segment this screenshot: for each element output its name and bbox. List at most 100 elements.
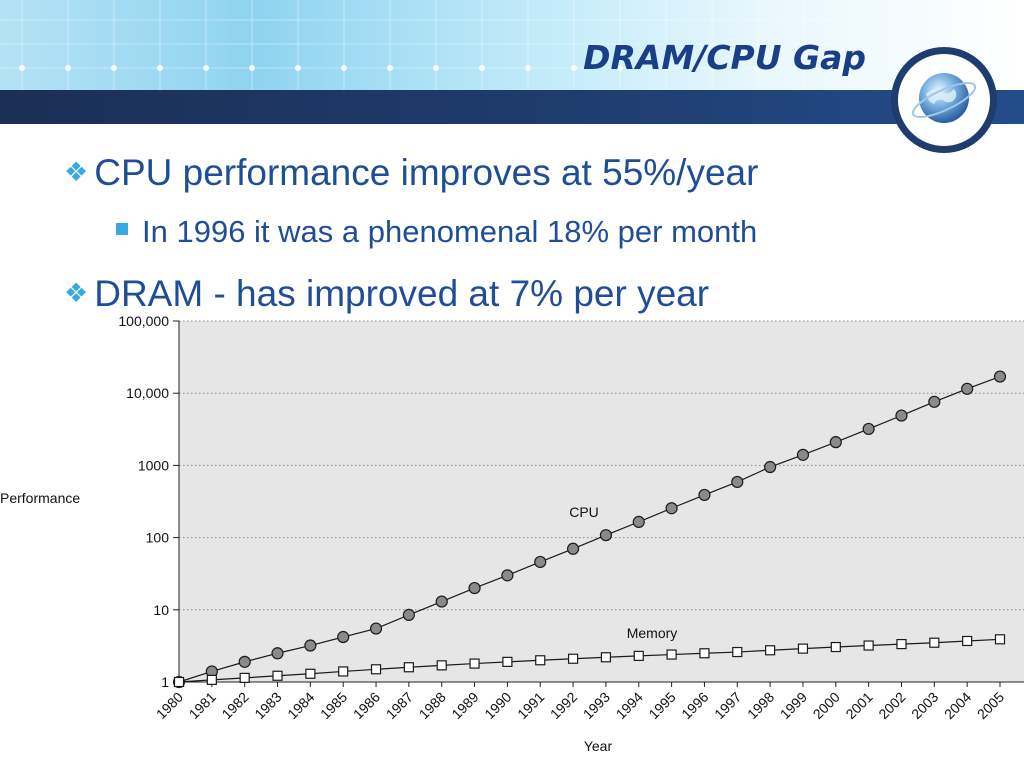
x-tick-label: 2004 bbox=[941, 689, 974, 722]
memory-point bbox=[666, 649, 677, 660]
memory-point bbox=[765, 645, 776, 656]
cpu-point bbox=[731, 475, 744, 489]
series-label-memory: Memory bbox=[627, 625, 678, 641]
y-tick-label: 1 bbox=[161, 674, 169, 690]
cpu-point bbox=[468, 581, 481, 595]
x-tick-label: 1995 bbox=[645, 689, 678, 722]
y-tick-label: 100 bbox=[146, 530, 170, 546]
x-tick-label: 1985 bbox=[317, 689, 350, 722]
plot-area bbox=[179, 321, 1024, 682]
x-tick-label: 1984 bbox=[284, 689, 317, 722]
x-tick-label: 1993 bbox=[580, 689, 613, 722]
memory-point bbox=[929, 637, 940, 648]
memory-point bbox=[994, 634, 1006, 645]
memory-point bbox=[403, 662, 414, 673]
y-tick-label: 10 bbox=[153, 602, 169, 618]
memory-point bbox=[535, 655, 546, 666]
x-tick-label: 2005 bbox=[974, 689, 1007, 722]
memory-point bbox=[206, 674, 217, 685]
cpu-point bbox=[796, 448, 810, 461]
memory-point bbox=[338, 666, 349, 677]
memory-point bbox=[305, 668, 316, 679]
cpu-point bbox=[993, 370, 1007, 383]
memory-point bbox=[962, 635, 973, 647]
bullet-cpu-performance: ❖ CPU performance improves at 55%/year bbox=[64, 152, 758, 194]
x-tick-label: 1998 bbox=[744, 689, 777, 722]
x-tick-label: 1986 bbox=[350, 689, 383, 722]
diamond-bullet-icon: ❖ bbox=[64, 157, 89, 187]
memory-point bbox=[863, 640, 874, 651]
x-tick-label: 1981 bbox=[186, 689, 219, 722]
cpu-point bbox=[665, 502, 678, 515]
y-tick-label: 1000 bbox=[138, 457, 169, 473]
diamond-bullet-icon: ❖ bbox=[64, 278, 89, 308]
memory-point bbox=[633, 650, 644, 661]
cpu-point bbox=[961, 382, 974, 395]
x-tick-label: 1994 bbox=[613, 689, 646, 722]
header-bar bbox=[0, 90, 1024, 124]
cpu-point bbox=[369, 622, 383, 635]
cpu-point bbox=[566, 542, 580, 555]
cpu-point bbox=[928, 395, 941, 408]
memory-point bbox=[469, 658, 480, 669]
x-tick-label: 2002 bbox=[875, 689, 908, 722]
cpu-point bbox=[271, 647, 284, 660]
x-tick-label: 1992 bbox=[547, 689, 580, 722]
sub-bullet-1996: In 1996 it was a phenomenal 18% per mont… bbox=[116, 214, 757, 250]
x-tick-label: 1988 bbox=[415, 689, 448, 722]
memory-point bbox=[502, 656, 513, 667]
memory-point bbox=[896, 638, 907, 650]
cpu-point bbox=[534, 555, 547, 569]
memory-point bbox=[370, 664, 382, 675]
x-tick-label: 2003 bbox=[908, 689, 941, 722]
x-axis-label: Year bbox=[584, 738, 613, 754]
memory-point bbox=[239, 672, 250, 683]
x-tick-label: 1999 bbox=[777, 689, 810, 722]
x-tick-label: 1997 bbox=[711, 689, 744, 722]
performance-chart: 1 10 100 1000 10,000 100,000 1980 1981 1982 1983 1… bbox=[0, 310, 1024, 768]
bullet-text: In 1996 it was a phenomenal 18% per mont… bbox=[142, 214, 758, 249]
x-tick-label: 1996 bbox=[678, 689, 711, 722]
cpu-point bbox=[238, 655, 251, 668]
slide-title: DRAM/CPU Gap bbox=[583, 38, 866, 77]
square-bullet-icon bbox=[116, 223, 128, 235]
memory-point bbox=[600, 652, 612, 663]
bullet-dram: ❖ DRAM - has improved at 7% per year bbox=[64, 273, 709, 315]
cpu-point bbox=[698, 488, 711, 502]
y-axis-label: Performance bbox=[0, 490, 80, 506]
memory-point bbox=[699, 648, 710, 659]
x-tick-label: 2001 bbox=[842, 689, 875, 722]
memory-point bbox=[732, 646, 743, 658]
x-tick-label: 1982 bbox=[218, 689, 251, 722]
globe-icon bbox=[888, 44, 1000, 156]
y-tick-label: 100,000 bbox=[118, 313, 169, 329]
x-tick-label: 1990 bbox=[481, 689, 514, 722]
memory-point bbox=[272, 670, 283, 681]
x-tick-label: 1987 bbox=[383, 689, 416, 722]
cpu-point bbox=[402, 608, 415, 621]
memory-point bbox=[797, 643, 809, 654]
header-pattern bbox=[0, 0, 1024, 90]
x-tick-label: 2000 bbox=[810, 689, 843, 722]
x-tick-label: 1989 bbox=[448, 689, 481, 722]
x-tick-label: 1983 bbox=[251, 689, 284, 722]
cpu-point bbox=[435, 595, 448, 608]
series-line-memory bbox=[178, 638, 1001, 683]
cpu-point bbox=[895, 409, 908, 422]
memory-point bbox=[173, 676, 185, 688]
bullet-text: CPU performance improves at 55%/year bbox=[94, 152, 759, 193]
series-label-cpu: CPU bbox=[569, 504, 599, 520]
cpu-point bbox=[632, 515, 645, 528]
memory-point bbox=[436, 660, 447, 671]
x-tick-label: 1980 bbox=[153, 689, 186, 722]
x-tick-label: 1991 bbox=[514, 689, 547, 722]
cpu-point bbox=[599, 529, 613, 542]
dot-grid-pattern bbox=[0, 0, 860, 90]
bullet-text: DRAM - has improved at 7% per year bbox=[94, 273, 710, 314]
memory-point bbox=[830, 641, 841, 653]
cpu-point bbox=[764, 460, 777, 474]
memory-point bbox=[567, 653, 579, 664]
cpu-point bbox=[862, 422, 875, 436]
cpu-point bbox=[304, 639, 317, 652]
